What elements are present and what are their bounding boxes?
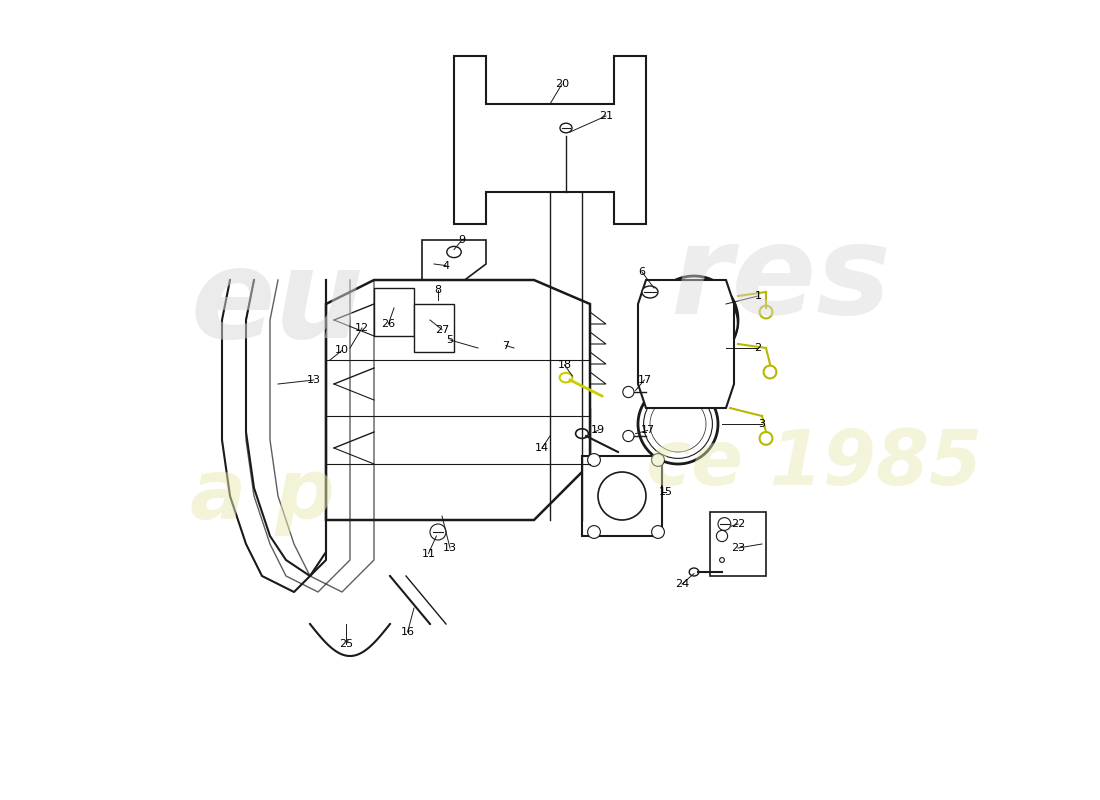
Text: 4: 4 xyxy=(442,261,450,270)
Circle shape xyxy=(719,558,725,562)
Bar xyxy=(582,456,662,536)
Text: 15: 15 xyxy=(659,487,673,497)
Text: 20: 20 xyxy=(554,79,569,89)
Polygon shape xyxy=(486,312,606,324)
Ellipse shape xyxy=(690,568,698,576)
Text: 23: 23 xyxy=(730,543,745,553)
Circle shape xyxy=(587,526,601,538)
Polygon shape xyxy=(510,332,606,344)
Polygon shape xyxy=(510,372,606,384)
Ellipse shape xyxy=(560,123,572,133)
Bar xyxy=(710,512,766,576)
Bar xyxy=(510,408,590,456)
Circle shape xyxy=(638,384,718,464)
Polygon shape xyxy=(454,56,646,224)
Text: 26: 26 xyxy=(382,319,396,329)
Circle shape xyxy=(656,282,733,358)
Text: 24: 24 xyxy=(675,579,689,589)
Circle shape xyxy=(763,366,777,378)
Text: 27: 27 xyxy=(434,325,449,334)
Circle shape xyxy=(644,390,713,458)
Text: 17: 17 xyxy=(637,375,651,385)
Text: 6: 6 xyxy=(638,267,646,277)
Circle shape xyxy=(566,428,582,444)
Text: 18: 18 xyxy=(558,360,572,370)
Polygon shape xyxy=(406,296,502,328)
Ellipse shape xyxy=(575,429,589,438)
Text: 1: 1 xyxy=(755,291,761,301)
Ellipse shape xyxy=(650,284,738,356)
Ellipse shape xyxy=(598,472,646,520)
Circle shape xyxy=(760,432,772,445)
Text: 2: 2 xyxy=(755,343,761,353)
Text: eu: eu xyxy=(190,243,364,365)
Circle shape xyxy=(650,396,706,452)
Circle shape xyxy=(666,412,690,436)
Text: 13: 13 xyxy=(443,543,456,553)
Circle shape xyxy=(623,386,634,398)
Polygon shape xyxy=(486,352,606,364)
Circle shape xyxy=(718,518,730,530)
Text: 8: 8 xyxy=(434,285,441,294)
Ellipse shape xyxy=(447,246,461,258)
Circle shape xyxy=(430,524,446,540)
Circle shape xyxy=(651,526,664,538)
Text: 16: 16 xyxy=(400,627,415,637)
Text: 7: 7 xyxy=(503,341,509,350)
Text: ce 1985: ce 1985 xyxy=(646,427,982,501)
Circle shape xyxy=(587,454,601,466)
Text: 13: 13 xyxy=(307,375,321,385)
Text: 12: 12 xyxy=(355,323,370,333)
Text: 14: 14 xyxy=(535,443,549,453)
Text: a p: a p xyxy=(190,455,334,537)
Polygon shape xyxy=(374,288,414,336)
Circle shape xyxy=(716,530,727,542)
Ellipse shape xyxy=(642,286,658,298)
Circle shape xyxy=(650,276,738,364)
Ellipse shape xyxy=(560,373,572,382)
Text: 11: 11 xyxy=(421,549,436,558)
Polygon shape xyxy=(326,280,590,520)
Circle shape xyxy=(651,454,664,466)
Text: 5: 5 xyxy=(447,335,453,345)
Circle shape xyxy=(623,430,634,442)
Text: 25: 25 xyxy=(339,639,353,649)
Text: 3: 3 xyxy=(759,419,766,429)
Text: 22: 22 xyxy=(730,519,745,529)
Circle shape xyxy=(518,428,534,444)
Text: 19: 19 xyxy=(591,426,605,435)
Text: 10: 10 xyxy=(336,346,349,355)
Text: 9: 9 xyxy=(459,235,465,245)
Text: 21: 21 xyxy=(598,111,613,121)
Polygon shape xyxy=(414,304,454,352)
Circle shape xyxy=(760,306,772,318)
Circle shape xyxy=(670,296,718,344)
Polygon shape xyxy=(422,240,486,288)
Text: 17: 17 xyxy=(640,426,654,435)
Text: res: res xyxy=(670,219,891,341)
Bar xyxy=(478,324,542,372)
Circle shape xyxy=(658,404,698,444)
Polygon shape xyxy=(638,280,734,408)
